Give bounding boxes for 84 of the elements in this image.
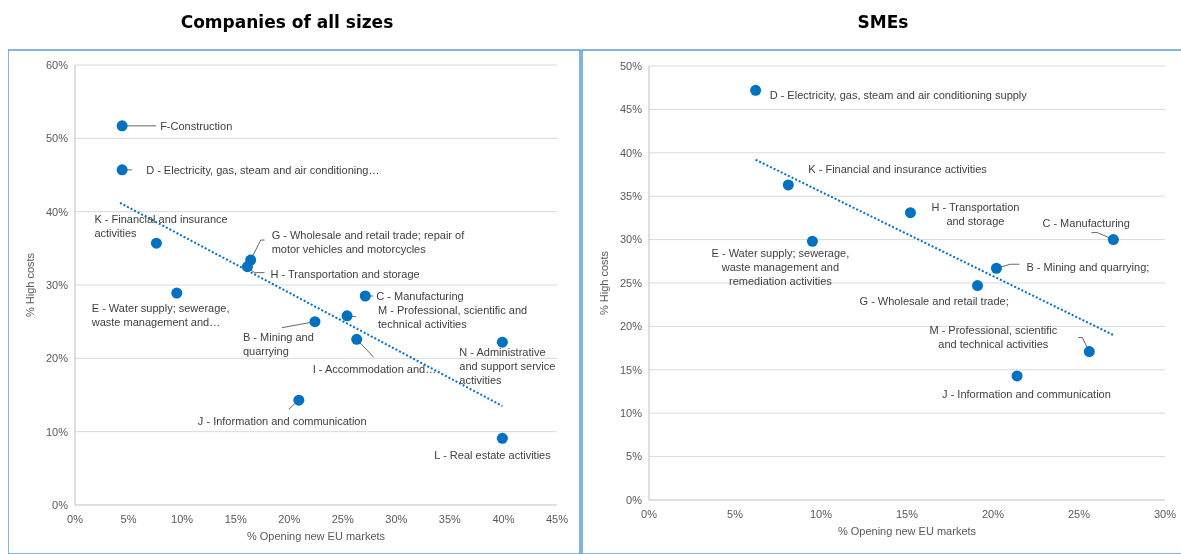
y-tick-label: 35% [619, 190, 643, 203]
x-tick-label: 15% [224, 513, 247, 525]
point [351, 333, 363, 345]
point [904, 207, 916, 219]
y-tick-label: 20% [45, 352, 69, 365]
y-tick-label: 60% [45, 58, 69, 71]
annotation: C - Manufacturing [376, 289, 464, 302]
x-tick-label: 5% [120, 513, 137, 525]
x-tick-label: 10% [171, 513, 194, 525]
annotation: J - Information and communication [942, 387, 1111, 400]
point [171, 287, 183, 299]
point [806, 235, 818, 247]
point [116, 164, 128, 176]
annotation: G - Wholesale and retail trade; [859, 295, 1009, 308]
x-tick-label: 25% [331, 513, 354, 525]
x-tick-label: 25% [1067, 508, 1091, 520]
x-axis-title: % Opening new EU markets [246, 530, 386, 542]
x-tick-label: 10% [809, 508, 833, 520]
annotation: B - Mining and quarrying [242, 330, 314, 357]
y-tick-label: 40% [45, 205, 69, 218]
annotation: H - Transportation and storage [931, 200, 1020, 227]
annotation: K - Financial and insurance activities [94, 213, 228, 240]
annotation: M - Professional, scientific and technical activities [929, 324, 1058, 351]
annotation: J - Information and communication [197, 414, 367, 427]
annotation: K - Financial and insurance activities [808, 162, 988, 175]
y-tick-label: 20% [619, 320, 643, 333]
x-tick-label: 30% [385, 513, 408, 525]
y-tick-label: 5% [626, 450, 643, 463]
x-tick-label: 20% [278, 513, 301, 525]
point [750, 84, 762, 96]
annotation: D - Electricity, gas, steam and air conditioning… [146, 163, 380, 176]
annotation: I - Accommodation and… [312, 363, 437, 376]
point [150, 237, 162, 249]
y-tick-label: 40% [619, 146, 643, 159]
x-tick-label: 15% [895, 508, 919, 520]
point [496, 336, 508, 348]
x-tick-label: 35% [438, 513, 462, 525]
x-tick-label: 5% [727, 508, 744, 520]
y-tick-label: 15% [619, 363, 643, 376]
x-tick-label: 45% [545, 513, 569, 525]
annotation: E - Water supply; sewerage, waste management and remediation activities [711, 247, 850, 288]
annotation: M - Professional, scientific and technical activities [378, 303, 528, 330]
y-tick-label: 0% [52, 498, 69, 511]
x-tick-label: 0% [641, 508, 658, 520]
y-tick-label: 25% [619, 276, 643, 289]
y-tick-label: 10% [45, 425, 69, 438]
point [990, 262, 1002, 274]
point [1107, 234, 1119, 246]
y-tick-label: 10% [619, 407, 643, 420]
annotation: F-Construction [160, 119, 233, 132]
chart-title: Companies of all sizes [180, 12, 394, 32]
x-tick-label: 20% [981, 508, 1005, 520]
y-tick-label: 30% [619, 233, 643, 246]
annotation: H - Transportation and storage [270, 267, 420, 280]
y-axis-title: % High costs [24, 252, 36, 318]
y-tick-label: 45% [619, 103, 643, 116]
annotation: E - Water supply; sewerage, waste management and… [90, 301, 230, 328]
annotation: B - Mining and quarrying; [1026, 261, 1150, 274]
point [1083, 346, 1095, 358]
point [293, 394, 305, 406]
x-axis-title: % Opening new EU markets [837, 525, 977, 537]
point [972, 280, 984, 292]
annotation: L - Real estate activities [434, 449, 552, 462]
chart-title: SMEs [857, 12, 909, 32]
point [116, 120, 128, 132]
point [496, 432, 508, 444]
point [1011, 370, 1023, 382]
x-tick-label: 40% [492, 513, 515, 525]
point [241, 261, 253, 273]
point [309, 316, 321, 328]
annotation: C - Manufacturing [1042, 217, 1130, 230]
point [359, 290, 371, 302]
annotation: D - Electricity, gas, steam and air conditioning supply [769, 89, 1028, 102]
point [341, 310, 353, 322]
annotation: N - Administrative and support service activities [459, 346, 556, 387]
y-tick-label: 50% [619, 59, 643, 72]
y-tick-label: 30% [45, 278, 69, 291]
x-tick-label: 0% [67, 513, 84, 525]
annotation: G - Wholesale and retail trade; repair of motor vehicles and motorcycles [271, 228, 466, 255]
y-tick-label: 50% [45, 132, 69, 145]
y-axis-title: % High costs [598, 250, 610, 316]
y-tick-label: 0% [626, 493, 643, 506]
point [782, 179, 794, 191]
x-tick-label: 30% [1153, 508, 1177, 520]
